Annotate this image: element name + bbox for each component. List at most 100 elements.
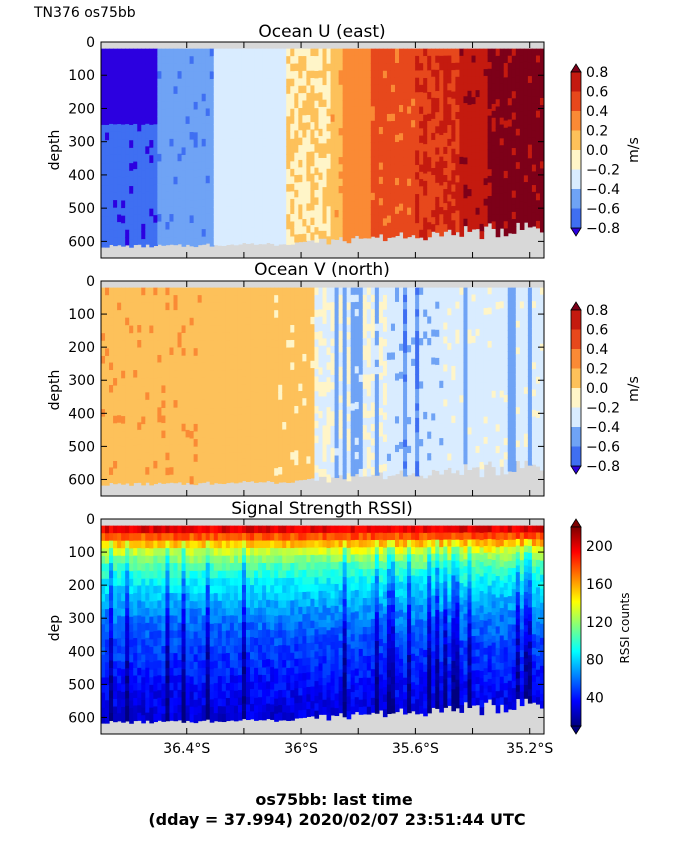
heatmap-cell: [334, 202, 340, 211]
heatmap-cell: [491, 97, 497, 105]
heatmap-cell: [366, 143, 372, 152]
heatmap-cell: [145, 384, 150, 393]
heatmap-cell: [302, 368, 307, 377]
heatmap-cell: [318, 216, 324, 225]
heatmap-cell: [443, 175, 448, 183]
heatmap-cell: [399, 462, 404, 471]
heatmap-cell: [270, 466, 275, 475]
heatmap-cell: [153, 124, 158, 133]
heatmap-cell: [241, 115, 247, 124]
heatmap-cell: [282, 414, 287, 423]
heatmap-cell: [193, 401, 199, 410]
heatmap-cell: [113, 78, 118, 88]
heatmap-cell: [161, 415, 167, 424]
heatmap-cell: [306, 324, 312, 333]
heatmap-cell: [346, 295, 352, 304]
heatmap-cell: [386, 150, 392, 159]
heatmap-cell: [157, 183, 163, 193]
heatmap-cell: [237, 78, 243, 87]
heatmap-cell: [165, 199, 171, 208]
heatmap-cell: [250, 339, 255, 348]
heatmap-cell: [487, 196, 493, 204]
heatmap-cell: [137, 310, 142, 319]
heatmap-cell: [201, 474, 207, 483]
heatmap-cell: [507, 55, 513, 64]
heatmap-cell: [302, 287, 307, 296]
heatmap-cell: [209, 476, 215, 485]
heatmap-cell: [270, 444, 275, 453]
heatmap-cell: [334, 462, 340, 471]
heatmap-cell: [411, 91, 416, 100]
heatmap-cell: [161, 78, 167, 88]
heatmap-cell: [153, 230, 158, 239]
heatmap-cell: [290, 236, 295, 245]
heatmap-cell: [390, 164, 396, 173]
heatmap-cell: [475, 69, 481, 77]
heatmap-cell: [282, 146, 287, 155]
heatmap-cell: [233, 48, 239, 57]
heatmap-cell: [225, 377, 231, 386]
heatmap-cell: [149, 56, 154, 65]
heatmap-cell: [370, 352, 376, 360]
heatmap-cell: [137, 206, 142, 215]
heatmap-cell: [133, 123, 138, 133]
heatmap-cell: [250, 473, 255, 482]
heatmap-cell: [483, 116, 489, 125]
heatmap-cell: [447, 194, 452, 203]
heatmap-cell: [358, 128, 364, 137]
heatmap-cell: [399, 427, 404, 436]
heatmap-cell: [539, 217, 544, 226]
heatmap-cell: [121, 71, 126, 80]
heatmap-cell: [314, 443, 320, 452]
heatmap-cell: [149, 340, 154, 349]
heatmap-cell: [217, 237, 223, 246]
heatmap-cell: [278, 287, 283, 296]
heatmap-cell: [407, 63, 412, 71]
heatmap-cell: [362, 128, 368, 137]
heatmap-cell: [483, 82, 489, 91]
heatmap-cell: [113, 230, 118, 239]
heatmap-cell: [161, 214, 167, 224]
heatmap-cell: [177, 213, 183, 222]
heatmap-cell: [423, 78, 428, 86]
heatmap-cell: [483, 144, 489, 152]
heatmap-cell: [105, 117, 110, 126]
heatmap-cell: [101, 132, 106, 141]
heatmap-cell: [125, 370, 130, 379]
heatmap-cell: [165, 56, 171, 65]
heatmap-cell: [266, 346, 271, 355]
heatmap-cell: [487, 209, 493, 217]
heatmap-cell: [161, 230, 167, 239]
heatmap-cell: [165, 116, 171, 125]
heatmap-cell: [326, 429, 332, 438]
heatmap-cell: [129, 393, 134, 403]
heatmap-cell: [354, 48, 360, 57]
heatmap-cell: [306, 100, 312, 109]
heatmap-cell: [193, 208, 199, 217]
heatmap-cell: [282, 295, 287, 304]
heatmap-cell: [181, 230, 187, 240]
heatmap-cell: [346, 332, 352, 341]
heatmap-cell: [415, 316, 420, 325]
heatmap-cell: [241, 145, 247, 154]
heatmap-cell: [229, 176, 235, 185]
heatmap-cell: [254, 191, 259, 200]
heatmap-cell: [145, 153, 150, 162]
heatmap-cell: [213, 199, 219, 208]
heatmap-cell: [326, 153, 332, 162]
heatmap-cell: [181, 408, 187, 417]
heatmap-cell: [209, 116, 215, 126]
heatmap-cell: [330, 309, 336, 318]
heatmap-cell: [306, 107, 312, 116]
heatmap-cell: [515, 88, 521, 96]
heatmap-cell: [105, 416, 110, 425]
heatmap-cell: [185, 459, 191, 468]
heatmap-cell: [302, 420, 307, 429]
heatmap-cell: [479, 48, 485, 57]
heatmap-cell: [511, 148, 517, 156]
heatmap-cell: [137, 362, 142, 371]
heatmap-cell: [378, 141, 384, 149]
heatmap-cell: [193, 469, 199, 478]
heatmap-cell: [362, 352, 368, 361]
heatmap-cell: [386, 417, 392, 426]
